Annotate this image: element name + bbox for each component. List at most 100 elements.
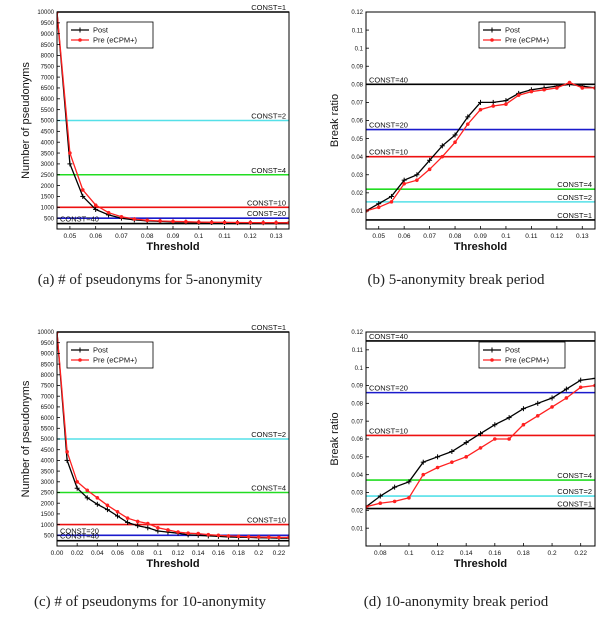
xtick-label-a-1: 0.06 — [89, 233, 102, 240]
hline-label-a-1: CONST=2 — [251, 112, 286, 121]
point-c-1-10 — [156, 526, 160, 530]
point-d-0-6 — [449, 448, 455, 454]
point-a-1-13 — [222, 220, 227, 225]
hline-label-c-5: CONST=40 — [60, 532, 99, 541]
ytick-label-b-7: 0.08 — [351, 83, 363, 89]
xtick-label-c-6: 0.12 — [172, 550, 185, 557]
legend-box-b — [478, 21, 566, 49]
ytick-label-b-11: 0.12 — [351, 10, 363, 16]
ytick-label-d-9: 0.1 — [355, 366, 364, 372]
point-b-1-6 — [440, 154, 445, 159]
xtick-label-b-3: 0.08 — [449, 233, 462, 240]
hline-label-d-4: CONST=2 — [557, 487, 592, 496]
point-d-0-1 — [377, 493, 383, 499]
ytick-label-a-5: 3000 — [41, 162, 55, 168]
ytick-label-c-1: 1000 — [41, 523, 55, 529]
ytick-label-b-2: 0.03 — [351, 173, 363, 179]
point-d-0-9 — [492, 422, 498, 428]
point-c-1-6 — [115, 509, 120, 514]
ytick-label-c-11: 6000 — [41, 416, 55, 422]
ytick-label-c-15: 8000 — [41, 373, 55, 379]
point-c-0-1 — [64, 457, 70, 463]
legend-label-b-1: Pre (eCPM+) — [505, 36, 549, 45]
ytick-label-d-1: 0.02 — [351, 509, 363, 515]
ytick-label-a-10: 5500 — [41, 108, 55, 114]
ytick-label-c-16: 8500 — [41, 362, 55, 368]
ytick-label-d-10: 0.11 — [352, 348, 364, 354]
ytick-label-b-5: 0.06 — [351, 119, 363, 125]
point-d-0-2 — [392, 484, 398, 490]
series-b-1 — [366, 80, 595, 213]
point-d-1-5 — [435, 465, 440, 470]
ytick-label-d-2: 0.03 — [351, 491, 363, 497]
chart-d-svg: CONST=40 CONST=20 CONST=10 CONST=4 CONST=2 CO… — [329, 330, 596, 570]
point-c-1-4 — [95, 496, 100, 500]
xtick-label-a-2: 0.07 — [115, 233, 128, 240]
xtick-label-c-10: 0.2 — [254, 550, 263, 557]
point-a-1-15 — [248, 220, 253, 225]
point-c-0-3 — [84, 495, 90, 501]
point-a-1-17 — [274, 220, 278, 225]
xtick-label-c-9: 0.18 — [232, 550, 245, 557]
ytick-label-a-11: 6000 — [41, 97, 55, 103]
point-c-0-8 — [135, 523, 141, 529]
point-c-1-16 — [216, 533, 221, 538]
point-a-1-5 — [119, 215, 124, 219]
ytick-label-b-0: 0.01 — [351, 209, 363, 215]
point-b-1-17 — [580, 86, 585, 90]
point-d-0-7 — [463, 440, 469, 446]
point-c-1-7 — [125, 516, 130, 520]
hline-label-b-2: CONST=10 — [369, 148, 408, 157]
hline-label-c-0: CONST=1 — [251, 323, 286, 332]
ytick-label-b-4: 0.05 — [351, 137, 363, 143]
point-a-1-6 — [132, 217, 137, 221]
ytick-label-c-8: 4500 — [41, 448, 55, 454]
point-d-1-2 — [392, 499, 397, 504]
xlabel-c: Threshold — [146, 558, 199, 570]
xtick-label-b-4: 0.09 — [474, 233, 487, 240]
point-a-1-2 — [80, 188, 85, 192]
hline-label-d-5: CONST=1 — [557, 500, 592, 509]
point-a-1-3 — [93, 203, 98, 207]
point-b-1-15 — [555, 86, 559, 90]
point-c-1-5 — [105, 503, 110, 508]
point-b-1-3 — [402, 181, 406, 186]
xtick-label-a-6: 0.11 — [218, 233, 231, 240]
point-c-1-15 — [206, 532, 211, 537]
point-c-1-14 — [196, 531, 201, 536]
ytick-label-c-18: 9500 — [41, 341, 55, 347]
point-d-0-15 — [578, 377, 584, 383]
point-b-1-7 — [453, 140, 457, 144]
hline-label-a-5: CONST=40 — [60, 215, 99, 224]
point-a-1-9 — [171, 219, 175, 224]
hline-label-b-4: CONST=2 — [557, 193, 592, 202]
xtick-label-b-1: 0.06 — [398, 233, 411, 240]
point-b-0-5 — [427, 157, 433, 163]
caption-d: (d) 10-anonymity break period — [363, 594, 549, 610]
hline-label-d-3: CONST=4 — [557, 471, 592, 480]
xtick-label-c-0: 0.00 — [51, 550, 64, 557]
ytick-label-c-0: 500 — [44, 534, 55, 540]
point-c-1-1 — [65, 450, 69, 454]
point-a-1-16 — [261, 220, 266, 225]
ytick-label-a-6: 3500 — [41, 151, 55, 157]
point-d-1-3 — [407, 496, 411, 500]
xtick-label-c-11: 0.22 — [273, 550, 286, 557]
ytick-label-d-11: 0.12 — [351, 330, 363, 336]
ytick-label-c-17: 9000 — [41, 352, 55, 358]
point-d-1-14 — [564, 396, 569, 400]
xtick-label-c-7: 0.14 — [192, 550, 205, 557]
point-b-0-11 — [503, 98, 509, 104]
xtick-label-c-1: 0.02 — [71, 550, 84, 557]
ylabel-b: Break ratio — [329, 94, 341, 147]
point-c-1-9 — [145, 521, 150, 526]
hline-label-a-0: CONST=1 — [251, 3, 286, 12]
ytick-label-d-5: 0.06 — [351, 437, 363, 443]
point-a-1-7 — [145, 218, 150, 223]
hline-label-d-1: CONST=20 — [369, 384, 408, 393]
ylabel-c: Number of pseudonyms — [20, 380, 32, 497]
point-d-0-11 — [520, 406, 526, 412]
point-a-1-10 — [184, 219, 188, 224]
ytick-label-c-4: 2500 — [41, 491, 55, 497]
